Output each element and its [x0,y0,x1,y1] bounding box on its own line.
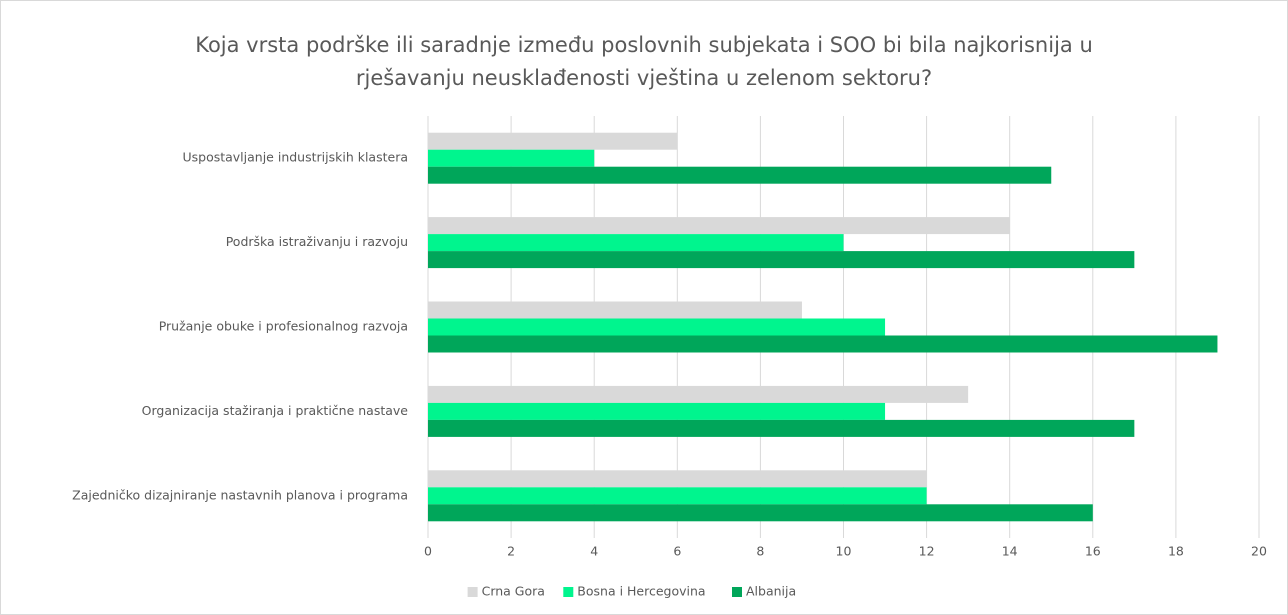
bar [428,149,595,167]
y-tick-label: Organizacija stažiranja i praktične nast… [142,403,409,418]
chart-title: Koja vrsta podrške ili saradnje između p… [195,33,1093,90]
bar [428,487,927,505]
bar [428,470,927,488]
y-tick-label: Zajedničko dizajniranje nastavnih planov… [72,487,408,502]
legend-swatch [732,587,742,597]
bar [428,217,1010,235]
x-tick-label: 6 [673,544,681,559]
y-tick-label: Pružanje obuke i profesionalnog razvoja [159,319,408,334]
x-tick-label: 14 [1002,544,1018,559]
x-tick-label: 20 [1251,544,1267,559]
x-tick-label: 16 [1085,544,1101,559]
bar [428,385,969,403]
x-tick-label: 18 [1168,544,1184,559]
legend-swatch [467,587,478,597]
legend-label: Albanija [746,584,796,599]
x-tick-label: 10 [836,544,852,559]
bar [428,335,1218,353]
bar [428,166,1052,184]
bar [428,251,1135,269]
x-tick-label: 2 [507,544,515,559]
legend-label: Crna Gora [482,584,545,599]
bar [428,132,678,150]
x-tick-label: 12 [919,544,935,559]
bar [428,419,1135,437]
x-tick-label: 0 [424,544,432,559]
bar [428,402,886,420]
y-tick-label: Uspostavljanje industrijskih klastera [182,150,408,165]
x-tick-label: 8 [756,544,764,559]
bar [428,234,844,252]
legend-swatch [563,587,574,597]
bar [428,504,1093,522]
y-tick-label: Podrška istraživanju i razvoju [226,234,408,249]
bar [428,318,886,336]
bar [428,301,802,319]
x-tick-label: 4 [590,544,598,559]
legend-label: Bosna i Hercegovina [577,584,705,599]
